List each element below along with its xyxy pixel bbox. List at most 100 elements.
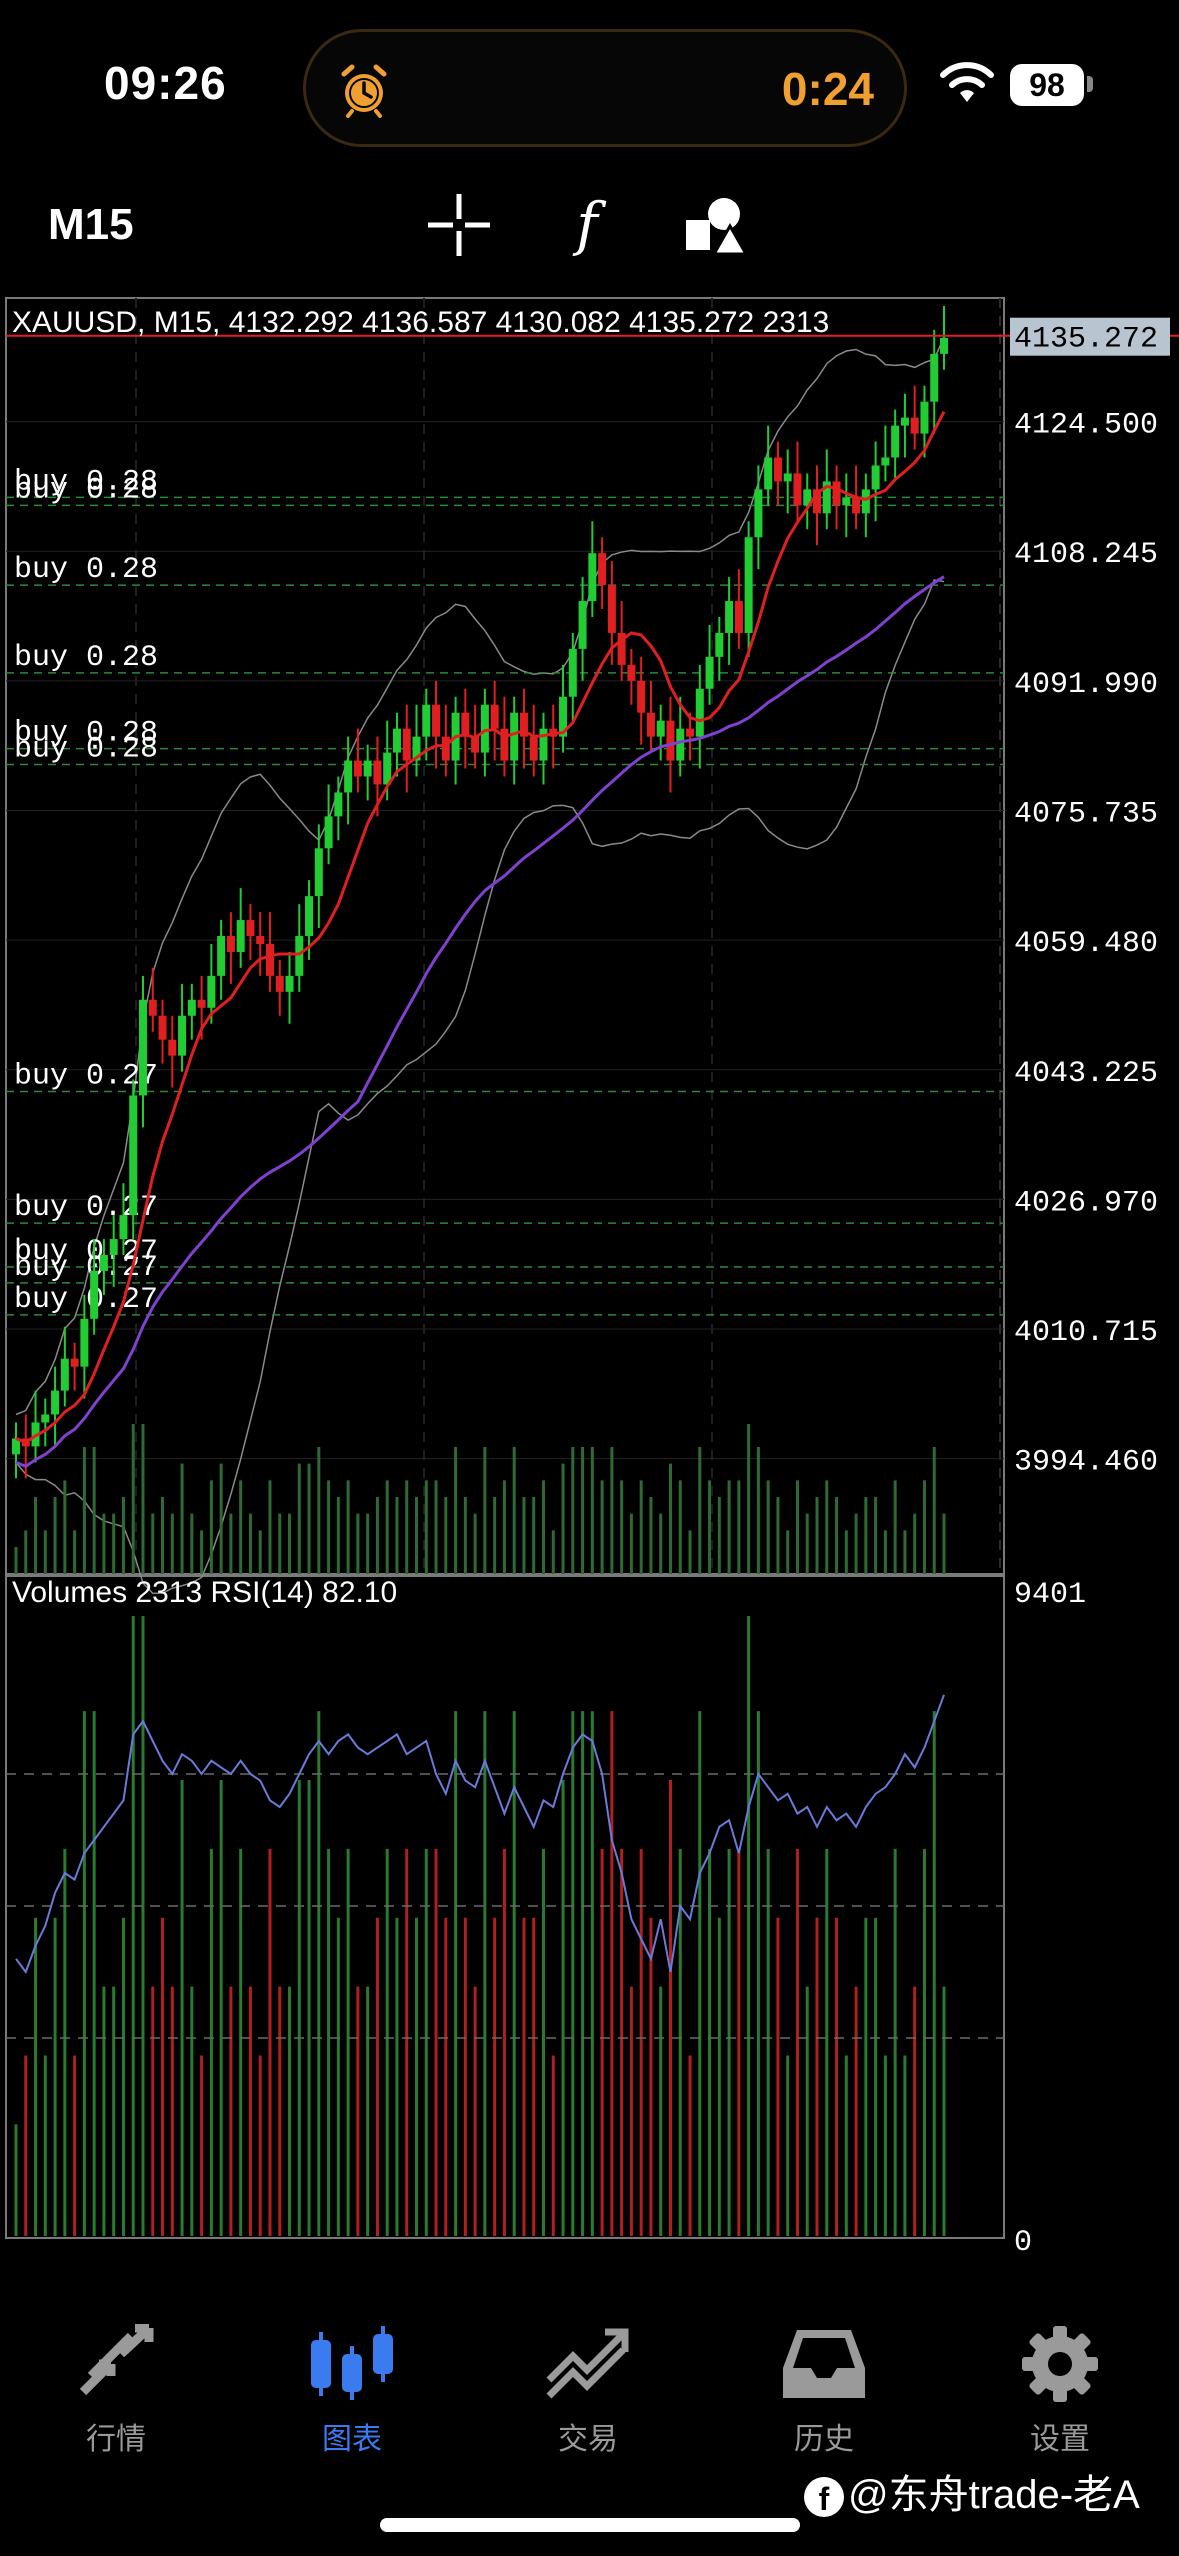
candle-body bbox=[695, 688, 704, 737]
ma-fast-line bbox=[15, 410, 946, 1445]
bollinger-lower-band bbox=[15, 579, 945, 1595]
candle-body bbox=[217, 936, 226, 976]
candle-body bbox=[285, 975, 294, 992]
tab-trade[interactable]: 交易 bbox=[498, 2310, 678, 2460]
candle-body bbox=[373, 760, 382, 785]
candle-body bbox=[295, 936, 304, 976]
tab-history[interactable]: 历史 bbox=[734, 2310, 914, 2460]
candle-body bbox=[744, 537, 753, 633]
tab-label: 图表 bbox=[322, 2423, 382, 2456]
candle-body bbox=[783, 473, 792, 482]
candle-body bbox=[480, 704, 489, 753]
candle-body bbox=[559, 696, 568, 737]
candle-body bbox=[871, 465, 880, 490]
price-tick-label: 4043.225 bbox=[1014, 1057, 1158, 1091]
indicator-header: Volumes 2313 RSI(14) 82.10 bbox=[12, 1576, 397, 1609]
order-label: buy 0.27 bbox=[14, 1060, 158, 1094]
candle-body bbox=[588, 553, 597, 602]
candle-body bbox=[773, 457, 782, 482]
battery-tip bbox=[1087, 76, 1093, 92]
status-time: 09:26 bbox=[104, 57, 227, 109]
order-label: buy 0.28 bbox=[14, 733, 158, 767]
indicators-f-icon[interactable]: f bbox=[552, 190, 622, 260]
candle-body bbox=[852, 497, 861, 514]
objects-shapes-icon[interactable] bbox=[680, 190, 750, 260]
tab-label: 设置 bbox=[1030, 2423, 1090, 2456]
dynamic-island[interactable]: 0:24 bbox=[303, 29, 907, 147]
candle-body bbox=[793, 473, 802, 506]
bottom-tab-bar: 行情 图表 交易 历史 bbox=[0, 2310, 1179, 2460]
candle-body bbox=[940, 337, 948, 354]
candle-body bbox=[12, 1438, 20, 1455]
candle-body bbox=[383, 752, 392, 785]
timeframe-selector[interactable]: M15 bbox=[48, 200, 134, 249]
wifi-icon bbox=[940, 62, 994, 102]
candle-body bbox=[412, 736, 421, 761]
candle-body bbox=[803, 489, 812, 506]
candle-body bbox=[148, 999, 157, 1016]
candle-body bbox=[656, 720, 665, 737]
price-tick-label: 4124.500 bbox=[1014, 409, 1158, 443]
candle-body bbox=[813, 489, 822, 514]
candle-body bbox=[432, 704, 441, 737]
home-indicator[interactable] bbox=[380, 2518, 800, 2532]
quotes-arrows-icon bbox=[79, 2324, 154, 2396]
candle-body bbox=[822, 481, 831, 514]
candle-body bbox=[617, 632, 626, 665]
candle-body bbox=[891, 425, 900, 458]
history-inbox-icon bbox=[783, 2330, 865, 2398]
candle-body bbox=[363, 760, 372, 777]
candle-body bbox=[158, 1015, 167, 1040]
candle-body bbox=[598, 553, 607, 586]
candle-body bbox=[676, 728, 685, 761]
candle-body bbox=[715, 632, 724, 657]
candle-body bbox=[402, 728, 411, 761]
candle-body bbox=[646, 712, 655, 737]
candle-body bbox=[138, 999, 147, 1096]
candle-body bbox=[256, 936, 265, 944]
chart-area[interactable]: buy 0.28 buy 0.28 buy 0.28 buy 0.28 buy 0.28… bbox=[0, 296, 1179, 2262]
candle-body bbox=[70, 1358, 79, 1367]
candle-body bbox=[226, 936, 235, 952]
candle-body bbox=[344, 760, 353, 793]
candle-body bbox=[568, 648, 577, 697]
candle-body bbox=[725, 601, 734, 633]
trade-trend-icon bbox=[546, 2328, 629, 2399]
candle-body bbox=[930, 353, 939, 402]
candle-body bbox=[861, 489, 870, 514]
order-label: buy 0.28 bbox=[14, 717, 158, 751]
candle-body bbox=[51, 1390, 60, 1415]
tab-label: 交易 bbox=[558, 2423, 618, 2456]
tab-label: 行情 bbox=[86, 2423, 146, 2456]
order-label: buy 0.27 bbox=[14, 1283, 158, 1317]
settings-gear-icon bbox=[1022, 2326, 1098, 2402]
candle-body bbox=[129, 1095, 138, 1216]
candle-body bbox=[187, 999, 196, 1016]
alarm-clock-icon bbox=[341, 64, 387, 118]
price-tick-label: 3994.460 bbox=[1014, 1446, 1158, 1480]
tab-settings[interactable]: 设置 bbox=[970, 2310, 1150, 2460]
order-label: buy 0.28 bbox=[14, 473, 158, 507]
timer-countdown: 0:24 bbox=[781, 63, 874, 115]
tab-quotes[interactable]: 行情 bbox=[26, 2310, 206, 2460]
candle-body bbox=[832, 481, 841, 506]
crosshair-icon[interactable] bbox=[424, 190, 494, 260]
ma-slow-line bbox=[15, 575, 945, 1469]
candle-body bbox=[842, 497, 851, 506]
candle-body bbox=[637, 680, 646, 713]
candle-body bbox=[119, 1215, 128, 1240]
candle-body bbox=[334, 792, 343, 817]
candle-body bbox=[441, 736, 450, 761]
candle-body bbox=[529, 736, 538, 761]
tab-chart[interactable]: 图表 bbox=[262, 2310, 442, 2460]
candle-body bbox=[754, 489, 763, 538]
volume-min-label: 0 bbox=[1014, 2226, 1032, 2260]
candle-body bbox=[324, 816, 333, 849]
candle-body bbox=[519, 712, 528, 737]
candle-body bbox=[539, 728, 548, 761]
facebook-icon: f bbox=[804, 2477, 844, 2518]
candle-body bbox=[305, 896, 314, 936]
volume-max-label: 9401 bbox=[1014, 1578, 1086, 1612]
candle-body bbox=[490, 704, 499, 729]
bollinger-upper-band bbox=[15, 337, 945, 1416]
